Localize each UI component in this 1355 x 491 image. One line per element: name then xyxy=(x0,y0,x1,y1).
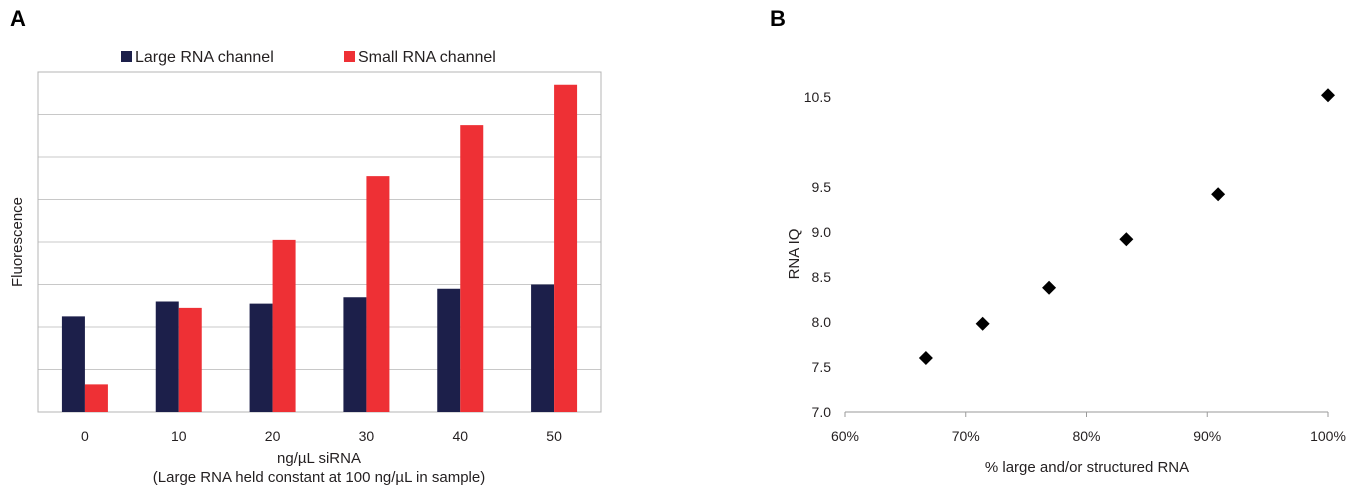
scatter-x-axis-title: % large and/or structured RNA xyxy=(985,459,1189,476)
bar-small-50 xyxy=(554,84,578,412)
bar-chart-panel-a: 0 10 20 30 40 50 Large RNA channel Small RNA … xyxy=(9,49,602,486)
scatter-y-tick-label: 7.5 xyxy=(812,359,832,375)
scatter-x-tick-label: 90% xyxy=(1193,428,1221,444)
scatter-x-tick-label: 100% xyxy=(1310,428,1346,444)
bar-chart-x-tick-label: 50 xyxy=(546,428,562,444)
panel-a-label: A xyxy=(10,6,26,31)
bar-large-0 xyxy=(61,316,85,412)
bar-chart-x-axis-subtitle: (Large RNA held constant at 100 ng/µL in… xyxy=(153,469,485,486)
scatter-x-tick-label: 60% xyxy=(831,428,859,444)
scatter-y-axis-title: RNA IQ xyxy=(786,229,803,280)
scatter-y-tick-label: 7.0 xyxy=(812,404,832,420)
bar-chart-x-ticks: 0 10 20 30 40 50 xyxy=(81,428,562,444)
bar-large-50 xyxy=(531,284,555,412)
legend-swatch-small xyxy=(344,51,355,62)
bar-large-30 xyxy=(343,297,367,412)
bar-chart-x-tick-label: 10 xyxy=(171,428,187,444)
bar-small-40 xyxy=(460,125,484,412)
bar-small-20 xyxy=(272,239,296,412)
bar-chart-x-axis-title: ng/µL siRNA xyxy=(277,450,361,467)
scatter-y-tick-label: 9.5 xyxy=(812,179,832,195)
scatter-x-ticks: 60% 70% 80% 90% 100% xyxy=(831,412,1346,444)
bar-chart-x-tick-label: 40 xyxy=(452,428,468,444)
legend-label-small: Small RNA channel xyxy=(358,49,496,66)
bar-small-0 xyxy=(84,384,108,412)
bar-chart-plot-frame xyxy=(37,71,602,413)
scatter-y-tick-label: 8.5 xyxy=(812,269,832,285)
scatter-chart-panel-b: 60% 70% 80% 90% 100% 7.07.58.08.59.09.510.5 … xyxy=(786,88,1346,476)
bar-chart-x-tick-label: 0 xyxy=(81,428,89,444)
bar-chart-y-axis-title: Fluorescence xyxy=(9,197,26,287)
scatter-points xyxy=(918,88,1335,365)
scatter-point-diamond xyxy=(1211,187,1226,202)
bar-chart-gridlines xyxy=(38,114,601,370)
scatter-y-tick-label: 10.5 xyxy=(804,89,831,105)
bar-large-20 xyxy=(249,303,273,412)
bar-chart-x-tick-label: 20 xyxy=(265,428,281,444)
bar-small-10 xyxy=(178,307,202,412)
bar-chart-x-tick-label: 30 xyxy=(359,428,375,444)
scatter-y-tick-label: 9.0 xyxy=(812,224,832,240)
bar-large-40 xyxy=(437,288,461,412)
bar-chart-legend: Large RNA channel Small RNA channel xyxy=(121,49,496,66)
scatter-point-diamond xyxy=(1321,88,1335,103)
scatter-point-diamond xyxy=(975,316,990,331)
bar-chart-bars xyxy=(61,84,578,412)
bar-small-30 xyxy=(366,176,390,412)
scatter-point-diamond xyxy=(1119,232,1134,247)
scatter-point-diamond xyxy=(918,351,933,365)
legend-label-large: Large RNA channel xyxy=(135,49,274,66)
legend-swatch-large xyxy=(121,51,132,62)
bar-large-10 xyxy=(155,301,179,412)
scatter-point-diamond xyxy=(1042,280,1057,295)
panel-b-label: B xyxy=(770,6,786,31)
scatter-y-ticks: 7.0 7.5 8.0 8.5 9.0 9.5 10.5 xyxy=(804,89,831,420)
scatter-x-tick-label: 80% xyxy=(1072,428,1100,444)
scatter-x-tick-label: 70% xyxy=(952,428,980,444)
scatter-y-tick-label: 8.0 xyxy=(812,314,832,330)
